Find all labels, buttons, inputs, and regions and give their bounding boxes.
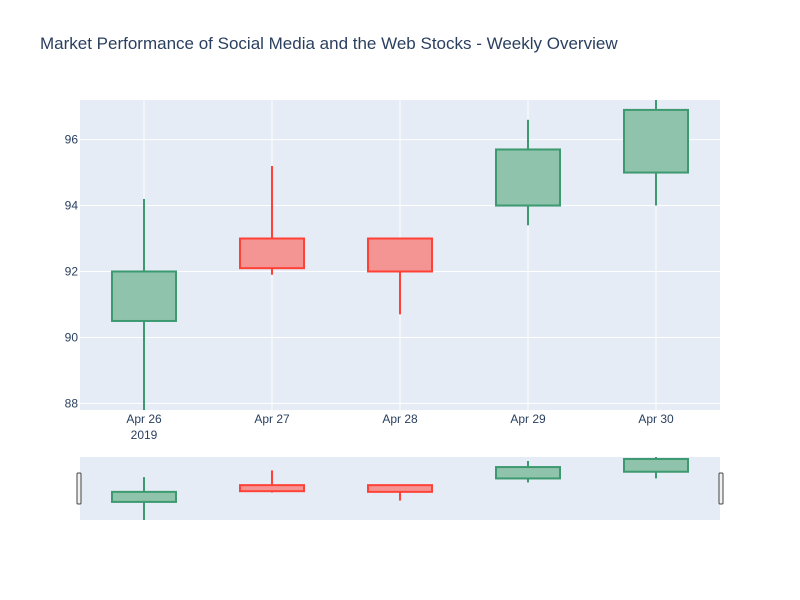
y-tick-label: 88: [65, 396, 79, 410]
candle-body[interactable]: [495, 148, 561, 207]
rangeslider-right-handle[interactable]: [718, 472, 724, 505]
y-tick-label: 94: [65, 199, 79, 213]
x-tick-label: Apr 30: [638, 412, 674, 426]
rangeslider-candle-body[interactable]: [367, 484, 433, 493]
rangeslider-candle-body[interactable]: [495, 466, 561, 480]
chart-title: Market Performance of Social Media and t…: [40, 34, 618, 53]
candle-body[interactable]: [111, 270, 177, 322]
rangeslider-left-handle[interactable]: [76, 472, 82, 505]
y-tick-label: 96: [65, 133, 79, 147]
rangeslider-candle-body[interactable]: [111, 490, 177, 503]
y-tick-label: 92: [65, 264, 79, 278]
x-tick-label: Apr 28: [382, 412, 418, 426]
rangeslider-candle-body[interactable]: [239, 484, 305, 493]
candle-body[interactable]: [239, 237, 305, 270]
x-tick-label: Apr 29: [510, 412, 546, 426]
y-tick-label: 90: [65, 330, 79, 344]
candle-body[interactable]: [623, 108, 689, 174]
x-year-label: 2019: [131, 428, 158, 442]
candle-body[interactable]: [367, 237, 433, 273]
x-tick-label: Apr 27: [254, 412, 290, 426]
x-tick-label: Apr 26: [126, 412, 162, 426]
rangeslider-candle-body[interactable]: [623, 458, 689, 473]
